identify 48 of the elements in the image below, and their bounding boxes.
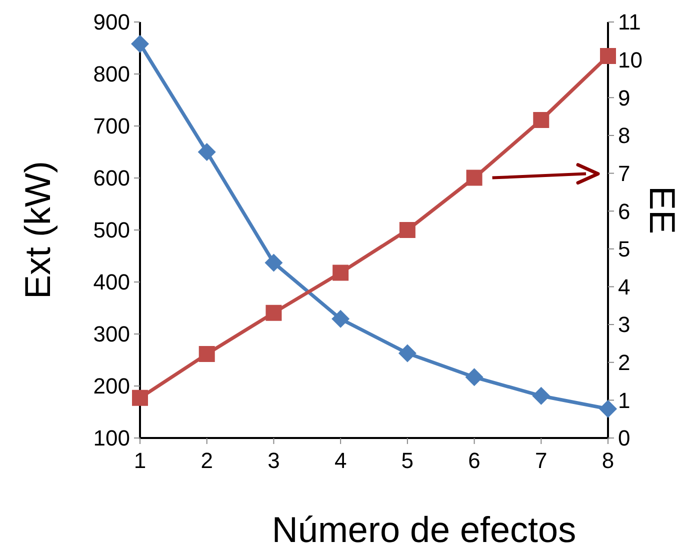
y-axis-title: Ext (kW) — [17, 161, 58, 299]
x-tick-label: 7 — [535, 448, 548, 473]
point — [198, 346, 215, 362]
point — [131, 34, 149, 53]
point — [266, 304, 282, 321]
x-tick-label: 3 — [268, 448, 280, 473]
y2-tick-label: 4 — [618, 274, 630, 300]
y-tick-label: 400 — [93, 270, 130, 295]
point — [264, 254, 283, 272]
point — [533, 112, 550, 128]
point — [198, 143, 216, 161]
y2-tick-label: 6 — [618, 198, 630, 224]
y2-tick-label: 8 — [618, 123, 630, 148]
x-tick-label: 1 — [134, 448, 146, 473]
point — [465, 368, 484, 386]
point — [399, 222, 416, 238]
x-tick-label: 4 — [334, 448, 347, 473]
y2-tick-label: 9 — [618, 85, 630, 110]
point — [398, 344, 416, 362]
y2-tick-label: 7 — [618, 160, 630, 186]
y-tick-label: 900 — [93, 10, 130, 35]
point — [332, 264, 349, 281]
y2-tick-label: 2 — [618, 350, 630, 376]
y2-tick-label: 3 — [618, 312, 630, 338]
y-tick-label: 800 — [93, 62, 130, 87]
y2-tick-label: 5 — [618, 236, 630, 262]
point — [132, 390, 148, 406]
point — [600, 48, 616, 64]
point — [532, 386, 550, 405]
y2-tick-label: 10 — [618, 48, 642, 73]
y-tick-label: 100 — [93, 426, 130, 451]
x-tick-label: 8 — [602, 448, 614, 473]
x-tick-label: 6 — [468, 448, 480, 473]
y-tick-label: 600 — [93, 166, 130, 191]
x-tick-label: 5 — [401, 448, 414, 473]
x-axis-title: Número de efectos — [272, 509, 576, 550]
y2-tick-label: 1 — [618, 388, 630, 413]
point — [332, 310, 350, 328]
y-tick-label: 200 — [93, 374, 130, 399]
y2-tick-label: 0 — [618, 426, 630, 451]
y-tick-label: 300 — [93, 322, 130, 347]
point — [466, 170, 482, 186]
point — [599, 400, 617, 418]
x-tick-label: 2 — [200, 448, 213, 473]
y2-tick-label: 11 — [618, 10, 641, 35]
y-tick-label: 700 — [93, 114, 130, 139]
y2-axis-title: EE — [642, 186, 683, 234]
y-tick-label: 500 — [93, 218, 130, 243]
